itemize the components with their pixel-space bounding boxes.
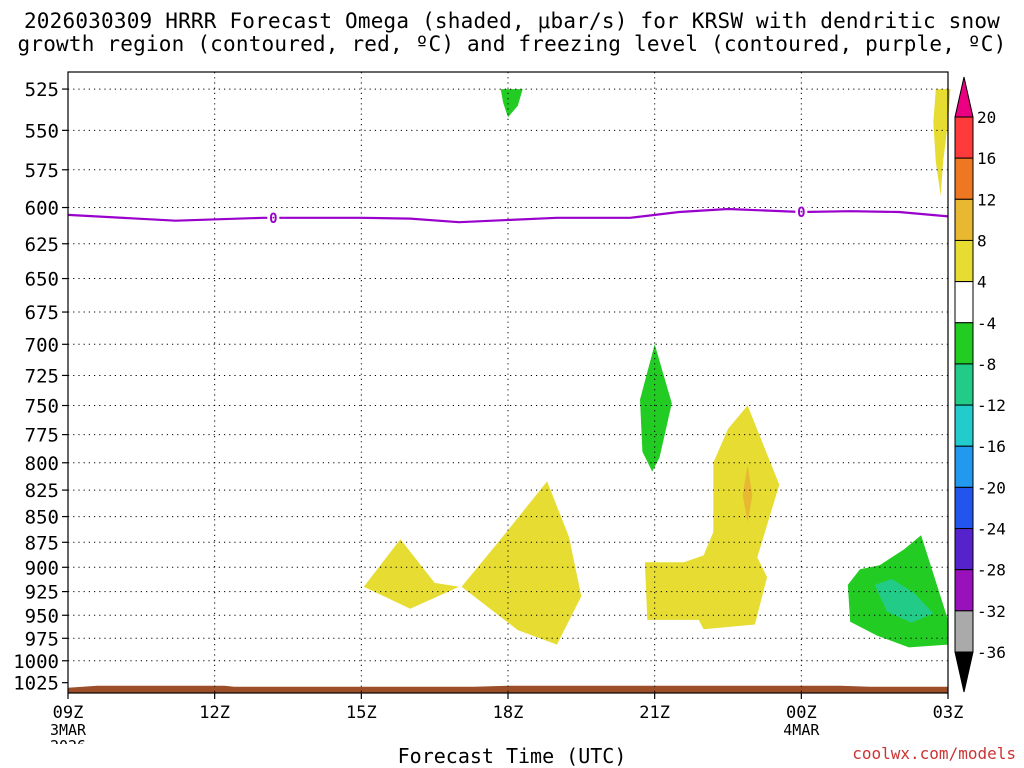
- y-tick-label-600: 600: [25, 198, 59, 220]
- colorbar-band-8: [954, 404, 974, 447]
- freezing-label-bg-1: [267, 209, 280, 226]
- colorbar: 20 16 12 8 4 -4 -8 -12 -16 -20 -24 -28 -32 -36: [954, 76, 1006, 693]
- y-tick-label-725: 725: [25, 365, 59, 387]
- x-tick-year-09Z: 2026: [50, 737, 86, 744]
- omega-region-4: [363, 539, 460, 609]
- omega-region-9: [874, 579, 934, 623]
- colorbar-label-4: 8: [977, 231, 987, 250]
- source-credit: coolwx.com/models: [852, 744, 1016, 763]
- colorbar-label-3: 12: [977, 190, 996, 209]
- colorbar-band-7: [954, 363, 974, 406]
- colorbar-band-6: [954, 322, 974, 365]
- colorbar-bottom-triangle: [954, 651, 974, 693]
- y-tick-label-700: 700: [25, 334, 59, 356]
- omega-region-5: [461, 481, 582, 645]
- chart-title-line-2: growth region (contoured, red, ºC) and f…: [17, 32, 1007, 56]
- omega-region-3: [640, 344, 672, 472]
- colorbar-band-11: [954, 528, 974, 571]
- colorbar-label-2: 16: [977, 149, 996, 168]
- colorbar-band-9: [954, 445, 974, 488]
- colorbar-band-2: [954, 157, 974, 200]
- y-tick-label-625: 625: [25, 234, 59, 256]
- colorbar-label-6: -4: [977, 314, 996, 333]
- y-tick-label-1025: 1025: [13, 673, 59, 695]
- y-tick-label-900: 900: [25, 557, 59, 579]
- colorbar-label-1: 20: [977, 108, 996, 127]
- colorbar-label-13: -32: [977, 602, 1006, 621]
- y-tick-label-975: 975: [25, 628, 59, 650]
- x-tick-label-12Z: 12Z: [199, 703, 230, 723]
- y-tick-label-675: 675: [25, 302, 59, 324]
- omega-region-1: [500, 89, 523, 118]
- colorbar-band-4: [954, 239, 974, 283]
- colorbar-band-5: [954, 281, 974, 324]
- y-tick-label-800: 800: [25, 453, 59, 475]
- y-tick-label-525: 525: [25, 79, 59, 101]
- colorbar-label-11: -24: [977, 520, 1006, 539]
- y-tick-label-775: 775: [25, 425, 59, 447]
- colorbar-label-14: -36: [977, 643, 1006, 662]
- freezing-level-label-2: 0: [797, 205, 805, 221]
- omega-region-6: [644, 405, 780, 630]
- x-tick-label-15Z: 15Z: [346, 703, 377, 723]
- colorbar-label-8: -12: [977, 396, 1006, 415]
- x-tick-date-00Z: 4MAR: [783, 721, 820, 739]
- freezing-label-bg-2: [795, 203, 808, 220]
- x-tick-label-00Z: 00Z: [786, 703, 817, 723]
- colorbar-band-13: [954, 610, 974, 653]
- y-tick-label-875: 875: [25, 532, 59, 554]
- chart-title-line-1: 2026030309 HRRR Forecast Omega (shaded, …: [23, 9, 1001, 33]
- x-tick-label-03Z: 03Z: [933, 703, 964, 723]
- ground-layer: [68, 685, 948, 693]
- y-tick-label-650: 650: [25, 269, 59, 291]
- freezing-level-line: [67, 207, 949, 224]
- freezing-level-label-1: 0: [269, 211, 277, 227]
- y-tick-label-925: 925: [25, 582, 59, 604]
- y-axis: 525 550 575 600 625 650 675 700 725 750 775 800 825 8…: [13, 79, 68, 695]
- colorbar-band-12: [954, 569, 974, 612]
- colorbar-top-triangle: [954, 76, 974, 118]
- y-tick-label-950: 950: [25, 605, 59, 627]
- omega-region-7: [742, 465, 753, 522]
- y-tick-label-550: 550: [25, 120, 59, 142]
- omega-region-2: [933, 89, 951, 196]
- colorbar-label-7: -8: [977, 355, 996, 374]
- x-axis-title: Forecast Time (UTC): [397, 744, 627, 768]
- x-tick-date-09Z: 3MAR: [50, 721, 87, 739]
- y-tick-label-825: 825: [25, 480, 59, 502]
- colorbar-band-3: [954, 198, 974, 241]
- x-tick-label-18Z: 18Z: [493, 703, 524, 723]
- x-tick-label-09Z: 09Z: [53, 703, 84, 723]
- y-tick-label-1000: 1000: [13, 651, 59, 673]
- y-tick-label-750: 750: [25, 396, 59, 418]
- colorbar-label-9: -16: [977, 437, 1006, 456]
- y-tick-label-575: 575: [25, 160, 59, 182]
- colorbar-band-10: [954, 486, 974, 530]
- colorbar-band-1: [954, 116, 974, 159]
- ground-terrain: [68, 685, 948, 693]
- colorbar-label-10: -20: [977, 478, 1006, 497]
- colorbar-label-12: -28: [977, 561, 1006, 580]
- omega-shaded-regions: [363, 89, 951, 648]
- colorbar-label-5: 4: [977, 273, 987, 292]
- x-tick-label-21Z: 21Z: [639, 703, 670, 723]
- y-tick-label-850: 850: [25, 507, 59, 529]
